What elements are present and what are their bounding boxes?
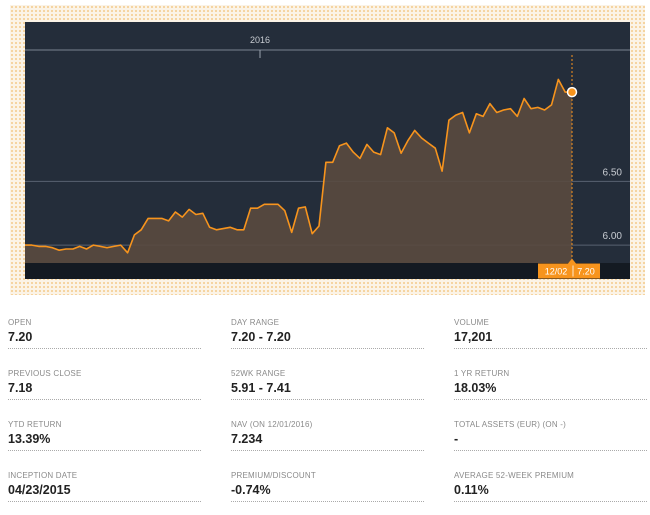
stat-value: 7.20 - 7.20 bbox=[231, 330, 424, 349]
stat-value: 7.20 bbox=[8, 330, 201, 349]
stat-value: 13.39% bbox=[8, 432, 201, 451]
stat-value: 0.11% bbox=[454, 483, 647, 502]
stat-52wk-range: 52WK RANGE 5.91 - 7.41 bbox=[231, 369, 424, 400]
chart-frame: 2016 6.50 6.00 12/02 7.20 bbox=[10, 5, 645, 295]
tooltip-arrow bbox=[568, 258, 576, 264]
stat-value: 7.18 bbox=[8, 381, 201, 400]
stat-value: 17,201 bbox=[454, 330, 647, 349]
price-area bbox=[25, 79, 572, 264]
year-label: 2016 bbox=[250, 35, 270, 45]
stat-avg-52wk-premium: AVERAGE 52-WEEK PREMIUM 0.11% bbox=[454, 471, 647, 502]
stat-value: -0.74% bbox=[231, 483, 424, 502]
stat-label: VOLUME bbox=[454, 318, 489, 327]
y-tick-label: 6.00 bbox=[603, 231, 623, 242]
stat-open: OPEN 7.20 bbox=[8, 318, 201, 349]
stat-label: PREMIUM/DISCOUNT bbox=[231, 471, 316, 480]
stat-label: TOTAL ASSETS (EUR) (ON -) bbox=[454, 420, 566, 429]
stat-label: NAV (ON 12/01/2016) bbox=[231, 420, 313, 429]
stat-value: - bbox=[454, 432, 647, 451]
stat-nav: NAV (ON 12/01/2016) 7.234 bbox=[231, 420, 424, 451]
stat-day-range: DAY RANGE 7.20 - 7.20 bbox=[231, 318, 424, 349]
tooltip-date: 12/02 bbox=[545, 267, 568, 277]
tooltip-box bbox=[538, 263, 600, 279]
stat-label: INCEPTION DATE bbox=[8, 471, 78, 480]
stat-value: 5.91 - 7.41 bbox=[231, 381, 424, 400]
y-tick-label: 6.50 bbox=[603, 167, 623, 178]
stat-value: 04/23/2015 bbox=[8, 483, 201, 502]
price-chart[interactable]: 2016 6.50 6.00 12/02 7.20 bbox=[10, 5, 645, 295]
stat-value: 7.234 bbox=[231, 432, 424, 451]
x-axis-band bbox=[25, 263, 630, 279]
stat-label: OPEN bbox=[8, 318, 32, 327]
stat-label: YTD RETURN bbox=[8, 420, 62, 429]
stat-label: 1 YR RETURN bbox=[454, 369, 510, 378]
cursor-dot[interactable] bbox=[566, 86, 578, 98]
stat-inception-date: INCEPTION DATE 04/23/2015 bbox=[8, 471, 201, 502]
stat-premium-discount: PREMIUM/DISCOUNT -0.74% bbox=[231, 471, 424, 502]
stat-label: DAY RANGE bbox=[231, 318, 280, 327]
stat-value: 18.03% bbox=[454, 381, 647, 400]
stat-label: 52WK RANGE bbox=[231, 369, 286, 378]
stat-ytd-return: YTD RETURN 13.39% bbox=[8, 420, 201, 451]
tooltip-value: 7.20 bbox=[577, 267, 595, 277]
price-line bbox=[25, 78, 572, 254]
stat-total-assets: TOTAL ASSETS (EUR) (ON -) - bbox=[454, 420, 647, 451]
stat-volume: VOLUME 17,201 bbox=[454, 318, 647, 349]
stat-1yr-return: 1 YR RETURN 18.03% bbox=[454, 369, 647, 400]
stat-label: PREVIOUS CLOSE bbox=[8, 369, 82, 378]
stat-label: AVERAGE 52-WEEK PREMIUM bbox=[454, 471, 575, 480]
stat-previous-close: PREVIOUS CLOSE 7.18 bbox=[8, 369, 201, 400]
